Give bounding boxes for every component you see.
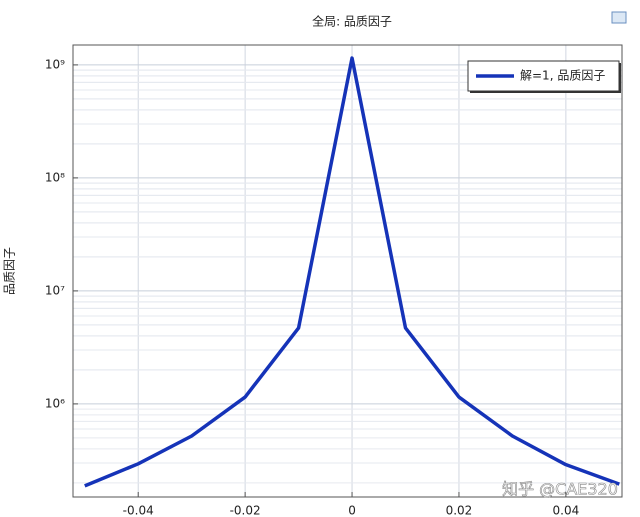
x-tick-label: 0.02 xyxy=(446,504,473,517)
chart-title: 全局: 品质因子 xyxy=(312,14,392,29)
y-tick-label: 10⁷ xyxy=(45,283,65,297)
plot-frame xyxy=(72,44,623,498)
x-tick-label: -0.04 xyxy=(123,504,154,517)
x-tick-label: 0.04 xyxy=(553,504,580,517)
x-tick-label: 0 xyxy=(348,504,356,517)
toolbar-icon[interactable] xyxy=(611,11,627,24)
y-tick-label: 10⁸ xyxy=(45,170,65,184)
y-tick-label: 10⁶ xyxy=(45,396,65,410)
grid xyxy=(73,45,622,497)
data-line xyxy=(84,56,620,488)
legend-label: 解=1, 品质因子 xyxy=(520,69,605,83)
watermark: 知乎 @CAE320 xyxy=(502,480,618,499)
y-tick-label: 10⁹ xyxy=(45,57,65,71)
plot xyxy=(84,56,620,488)
x-tick-label: -0.02 xyxy=(230,504,261,517)
y-axis-label: 品质因子 xyxy=(3,247,17,295)
